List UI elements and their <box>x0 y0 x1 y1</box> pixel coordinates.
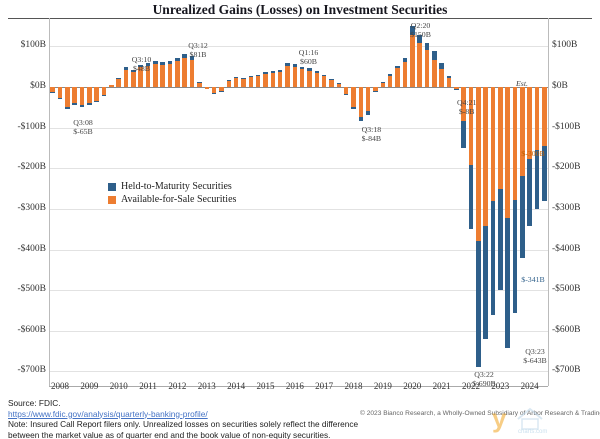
svg-text:y: y <box>492 403 507 433</box>
svg-text:charts.com: charts.com <box>518 429 547 435</box>
